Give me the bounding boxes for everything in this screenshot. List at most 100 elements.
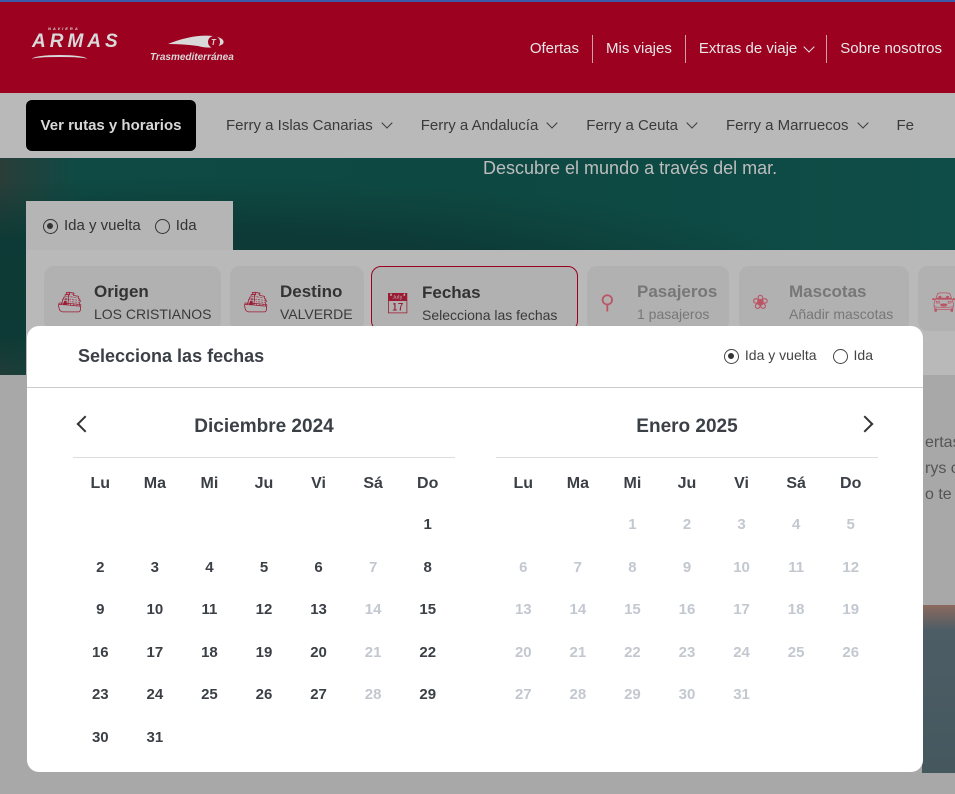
day-cell[interactable]: 31	[146, 728, 164, 746]
day-cell[interactable]: 4	[205, 558, 214, 576]
weekday-header: Lu	[90, 475, 111, 492]
origin-field[interactable]: ⛴ Origen LOS CRISTIANOS	[44, 266, 221, 331]
empty-cell	[496, 500, 551, 543]
empty-cell	[400, 713, 455, 756]
radio-label: Ida	[853, 347, 873, 363]
day-cell: 31	[733, 686, 750, 704]
day-cell[interactable]: 25	[201, 686, 218, 704]
dates-field[interactable]: 📅︎ Fechas Selecciona las fechas	[371, 266, 578, 331]
day-cell: 23	[678, 643, 696, 661]
day-cell[interactable]: 1	[423, 516, 432, 533]
trip-roundtrip-radio[interactable]: Ida y vuelta	[43, 217, 141, 234]
nav-extras[interactable]: Extras de viaje	[684, 35, 826, 63]
divider	[496, 457, 878, 458]
subnav-label: Ferry a Ceuta	[586, 117, 678, 134]
day-cell[interactable]: 13	[310, 601, 327, 619]
nav-mis-viajes[interactable]: Mis viajes	[592, 35, 685, 63]
field-label: Mascotas	[789, 282, 867, 301]
chevron-down-icon	[686, 117, 698, 129]
day-cell[interactable]: 23	[91, 686, 109, 704]
paw-icon: ❀	[752, 292, 769, 314]
day-cell[interactable]: 30	[91, 728, 109, 746]
field-label: Pasajeros	[637, 282, 718, 301]
destination-field[interactable]: ⛴ Destino VALVERDE	[230, 266, 364, 331]
day-cell[interactable]: 29	[419, 686, 437, 704]
day-cell: 9	[682, 558, 692, 576]
day-cell[interactable]: 6	[314, 558, 323, 576]
field-label: Origen	[94, 282, 149, 301]
trip-oneway-radio[interactable]: Ida	[154, 217, 197, 234]
datepicker-modal: Selecciona las fechas Ida y vuelta Ida D…	[27, 326, 923, 772]
day-cell[interactable]: 9	[96, 601, 105, 619]
divider	[73, 457, 455, 458]
site-header: NAVIERA ARMAS T Trasmediterránea Ofertas …	[0, 2, 955, 93]
pets-field[interactable]: ❀ Mascotas Añadir mascotas	[739, 266, 909, 331]
passengers-field[interactable]: ⚲ Pasajeros 1 pasajeros	[587, 266, 729, 331]
empty-cell	[237, 713, 292, 756]
nav-sobre-nosotros[interactable]: Sobre nosotros	[826, 35, 955, 63]
day-cell: 21	[569, 643, 587, 661]
empty-cell	[182, 713, 237, 756]
chevron-down-icon	[803, 40, 815, 53]
field-value: VALVERDE	[280, 306, 353, 322]
top-nav: Ofertas Mis viajes Extras de viaje Sobre…	[517, 35, 955, 63]
empty-cell	[291, 713, 346, 756]
subnav-andalucia[interactable]: Ferry a Andalucía	[421, 117, 558, 134]
empty-cell	[551, 500, 606, 543]
day-cell: 22	[624, 643, 641, 661]
empty-cell	[823, 670, 878, 713]
field-value: 1 pasajeros	[637, 306, 710, 322]
day-cell[interactable]: 22	[419, 643, 437, 661]
ver-rutas-button[interactable]: Ver rutas y horarios	[26, 100, 196, 151]
nav-label: Ofertas	[529, 40, 580, 57]
subnav-label: Ferry a Marruecos	[725, 117, 849, 134]
svg-text:T: T	[211, 38, 217, 47]
nav-label: Sobre nosotros	[840, 40, 942, 57]
day-cell[interactable]: 5	[259, 558, 269, 576]
day-cell: 2	[682, 516, 692, 533]
subnav-ceuta[interactable]: Ferry a Ceuta	[586, 117, 698, 134]
empty-cell	[769, 670, 824, 713]
day-cell[interactable]: 3	[150, 558, 160, 576]
day-cell[interactable]: 17	[146, 643, 164, 661]
day-cell: 13	[514, 601, 532, 619]
vehicle-field[interactable]: 🚘︎	[918, 266, 955, 331]
nav-ofertas[interactable]: Ofertas	[517, 35, 592, 63]
day-cell: 26	[842, 643, 860, 661]
subnav-canarias[interactable]: Ferry a Islas Canarias	[226, 117, 393, 134]
day-cell[interactable]: 19	[255, 643, 273, 661]
datepicker-roundtrip-radio[interactable]: Ida y vuelta	[723, 347, 817, 364]
day-cell[interactable]: 18	[201, 643, 218, 661]
day-cell: 28	[364, 686, 382, 704]
day-cell[interactable]: 11	[201, 601, 218, 619]
ferry-depart-icon: ⛴	[57, 292, 83, 314]
trasmediterranea-logo[interactable]: T Trasmediterránea	[150, 32, 234, 63]
bg-line: ertas	[925, 434, 955, 451]
day-cell[interactable]: 20	[310, 643, 327, 661]
month-december-2024: Diciembre 2024 Lu Ma Mi Ju Vi Sá Do 1 2 3 4 5 6 7 8 9 10…	[73, 416, 455, 756]
day-cell[interactable]: 12	[255, 601, 273, 619]
offer-card-image[interactable]	[922, 605, 955, 773]
armas-logo[interactable]: NAVIERA ARMAS	[32, 26, 122, 63]
day-cell[interactable]: 24	[146, 686, 164, 704]
datepicker-oneway-radio[interactable]: Ida	[832, 347, 873, 364]
datepicker-trip-type: Ida y vuelta Ida	[723, 347, 873, 364]
day-cell[interactable]: 27	[310, 686, 327, 704]
day-cell[interactable]: 10	[146, 601, 164, 619]
subnav-more[interactable]: Fe	[897, 117, 915, 134]
empty-cell	[73, 500, 128, 543]
day-cell[interactable]: 2	[96, 558, 105, 576]
day-cell: 14	[569, 601, 587, 619]
weekday-header: Mi	[623, 475, 642, 492]
day-cell: 11	[788, 558, 805, 576]
calendar-grid: Lu Ma Mi Ju Vi Sá Do 1 2 3 4 5 6 7 8 9 10 11 12 13 14 15 16 17 1…	[73, 458, 455, 756]
day-cell[interactable]: 8	[423, 558, 432, 576]
subnav-marruecos[interactable]: Ferry a Marruecos	[725, 117, 869, 134]
day-cell[interactable]: 15	[419, 601, 437, 619]
day-cell[interactable]: 26	[255, 686, 273, 704]
radio-label: Ida y vuelta	[744, 347, 817, 363]
weekday-header: Ma	[143, 475, 166, 492]
day-cell[interactable]: 16	[91, 643, 109, 661]
day-cell: 1	[628, 516, 637, 533]
bg-line: o te	[925, 486, 952, 503]
